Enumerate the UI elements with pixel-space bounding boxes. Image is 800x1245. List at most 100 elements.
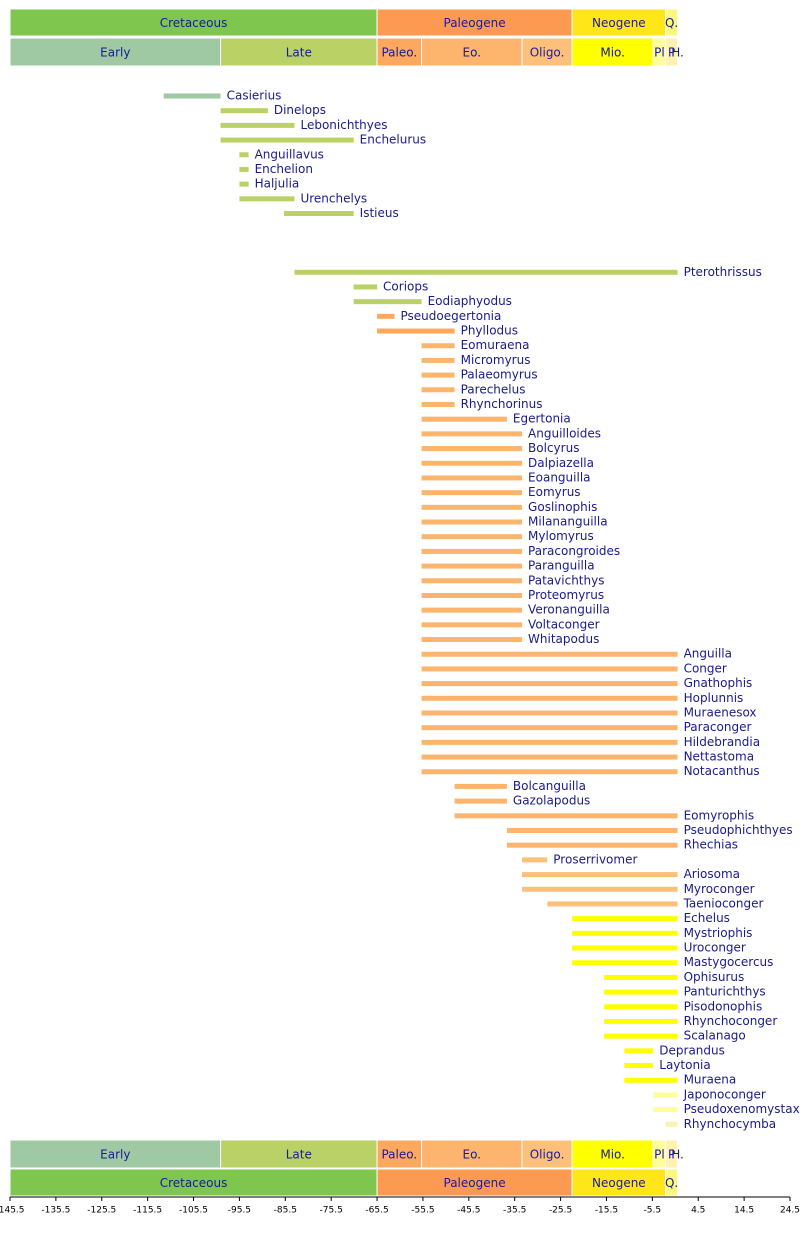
range-bar bbox=[604, 1004, 678, 1010]
range-bar bbox=[522, 872, 678, 878]
taxon-label: Eodiaphyodus bbox=[428, 294, 512, 308]
tick-label: -145.5 bbox=[0, 1206, 25, 1216]
taxon-label: Dalpiazella bbox=[528, 456, 594, 470]
tick-label: -15.5 bbox=[595, 1206, 618, 1216]
taxon-label: Hoplunnis bbox=[684, 691, 744, 705]
taxon-label: Rhynchorinus bbox=[461, 397, 543, 411]
range-bar bbox=[163, 93, 221, 99]
taxon-label: Casierius bbox=[227, 89, 282, 103]
taxon-label: Uroconger bbox=[684, 941, 746, 955]
range-bar bbox=[421, 769, 678, 775]
range-bar bbox=[421, 372, 455, 378]
taxon-label: Ariosoma bbox=[684, 867, 740, 881]
range-bar bbox=[239, 196, 295, 202]
taxon-label: Eomuraena bbox=[461, 338, 530, 352]
range-bar bbox=[421, 651, 678, 657]
taxon-label: Pseudoxenomystax bbox=[684, 1102, 800, 1116]
epoch-band bbox=[521, 37, 573, 67]
taxon-label: Muraenesox bbox=[684, 705, 757, 719]
taxon-label: Nettastoma bbox=[684, 750, 754, 764]
tick-label: 24.5 bbox=[780, 1206, 800, 1216]
taxon-label: Mylomyrus bbox=[528, 529, 594, 543]
taxon-label: Paracongroides bbox=[528, 544, 620, 558]
taxon-label: Patavichthys bbox=[528, 573, 604, 587]
range-bar bbox=[421, 666, 678, 672]
period-band bbox=[9, 8, 378, 37]
taxon-label: Coriops bbox=[383, 279, 428, 293]
range-bar bbox=[220, 122, 295, 128]
taxon-label: Urenchelys bbox=[300, 191, 367, 205]
tick-label: 14.5 bbox=[734, 1206, 754, 1216]
band-label: Cretaceous bbox=[160, 16, 228, 30]
taxon-label: Eomyrus bbox=[528, 485, 581, 499]
range-bar bbox=[377, 328, 455, 334]
range-bar bbox=[604, 974, 678, 980]
taxon-label: Rhynchocymba bbox=[684, 1117, 777, 1131]
tick-label: -95.5 bbox=[228, 1206, 251, 1216]
range-bar bbox=[421, 357, 455, 363]
taxon-label: Hildebrandia bbox=[684, 735, 761, 749]
taxon-label: Laytonia bbox=[659, 1058, 710, 1072]
taxon-label: Enchelurus bbox=[360, 133, 427, 147]
range-bar bbox=[421, 446, 523, 452]
period-band bbox=[665, 1168, 679, 1197]
taxon-label: Eoanguilla bbox=[528, 470, 590, 484]
band-label: P bbox=[668, 1148, 675, 1162]
range-bar bbox=[604, 1018, 678, 1024]
range-bar bbox=[421, 460, 523, 466]
taxon-label: Paranguilla bbox=[528, 559, 595, 573]
range-bar bbox=[421, 548, 523, 554]
tick-label: -65.5 bbox=[365, 1206, 388, 1216]
range-bar bbox=[454, 798, 507, 804]
taxon-label: Conger bbox=[684, 661, 727, 675]
taxon-label: Istieus bbox=[360, 206, 399, 220]
range-bar bbox=[421, 534, 523, 540]
band-label: Early bbox=[100, 1148, 130, 1162]
taxon-label: Veronanguilla bbox=[528, 603, 610, 617]
taxon-label: Milananguilla bbox=[528, 515, 608, 529]
range-bar bbox=[572, 916, 678, 922]
taxon-label: Phyllodus bbox=[461, 324, 518, 338]
tick-label: -105.5 bbox=[179, 1206, 208, 1216]
range-bar bbox=[421, 519, 523, 525]
period-band bbox=[571, 1168, 667, 1197]
range-bar bbox=[421, 681, 678, 687]
taxon-label: Proserrivomer bbox=[553, 852, 637, 866]
band-label: Q. bbox=[665, 1176, 678, 1190]
range-bar bbox=[421, 401, 455, 407]
range-bar bbox=[572, 930, 678, 936]
taxon-label: Panturichthys bbox=[684, 985, 766, 999]
range-bar bbox=[572, 960, 678, 966]
taxon-label: Japonoconger bbox=[683, 1087, 766, 1101]
taxon-label: Palaeomyrus bbox=[461, 368, 538, 382]
range-bar bbox=[421, 695, 678, 701]
range-bar bbox=[421, 754, 678, 760]
band-label: Pl bbox=[654, 46, 665, 60]
band-label: Early bbox=[100, 46, 130, 60]
taxon-label: Paraconger bbox=[684, 720, 752, 734]
taxon-label: Rhechias bbox=[684, 838, 738, 852]
range-bar bbox=[421, 431, 523, 437]
band-label: Eo. bbox=[463, 1148, 482, 1162]
taxon-label: Lebonichthyes bbox=[300, 118, 387, 132]
range-bar bbox=[604, 1033, 678, 1039]
epoch-band bbox=[376, 37, 423, 67]
range-bar bbox=[522, 857, 548, 863]
range-bar bbox=[421, 343, 455, 349]
taxon-label: Proteomyrus bbox=[528, 588, 604, 602]
taxon-label: Eomyrophis bbox=[684, 808, 755, 822]
band-label: Paleo. bbox=[381, 1148, 417, 1162]
epoch-band bbox=[571, 37, 654, 67]
taxon-label: Gazolapodus bbox=[513, 794, 590, 808]
range-bar bbox=[522, 886, 678, 892]
range-bar bbox=[547, 901, 678, 907]
range-bar bbox=[421, 504, 523, 510]
range-bar bbox=[421, 622, 523, 628]
band-label: Q. bbox=[665, 16, 678, 30]
epoch-band bbox=[421, 1139, 523, 1169]
range-bar bbox=[421, 725, 678, 731]
epoch-band bbox=[220, 1139, 378, 1169]
tick-label: -135.5 bbox=[41, 1206, 70, 1216]
range-bar bbox=[421, 637, 523, 643]
